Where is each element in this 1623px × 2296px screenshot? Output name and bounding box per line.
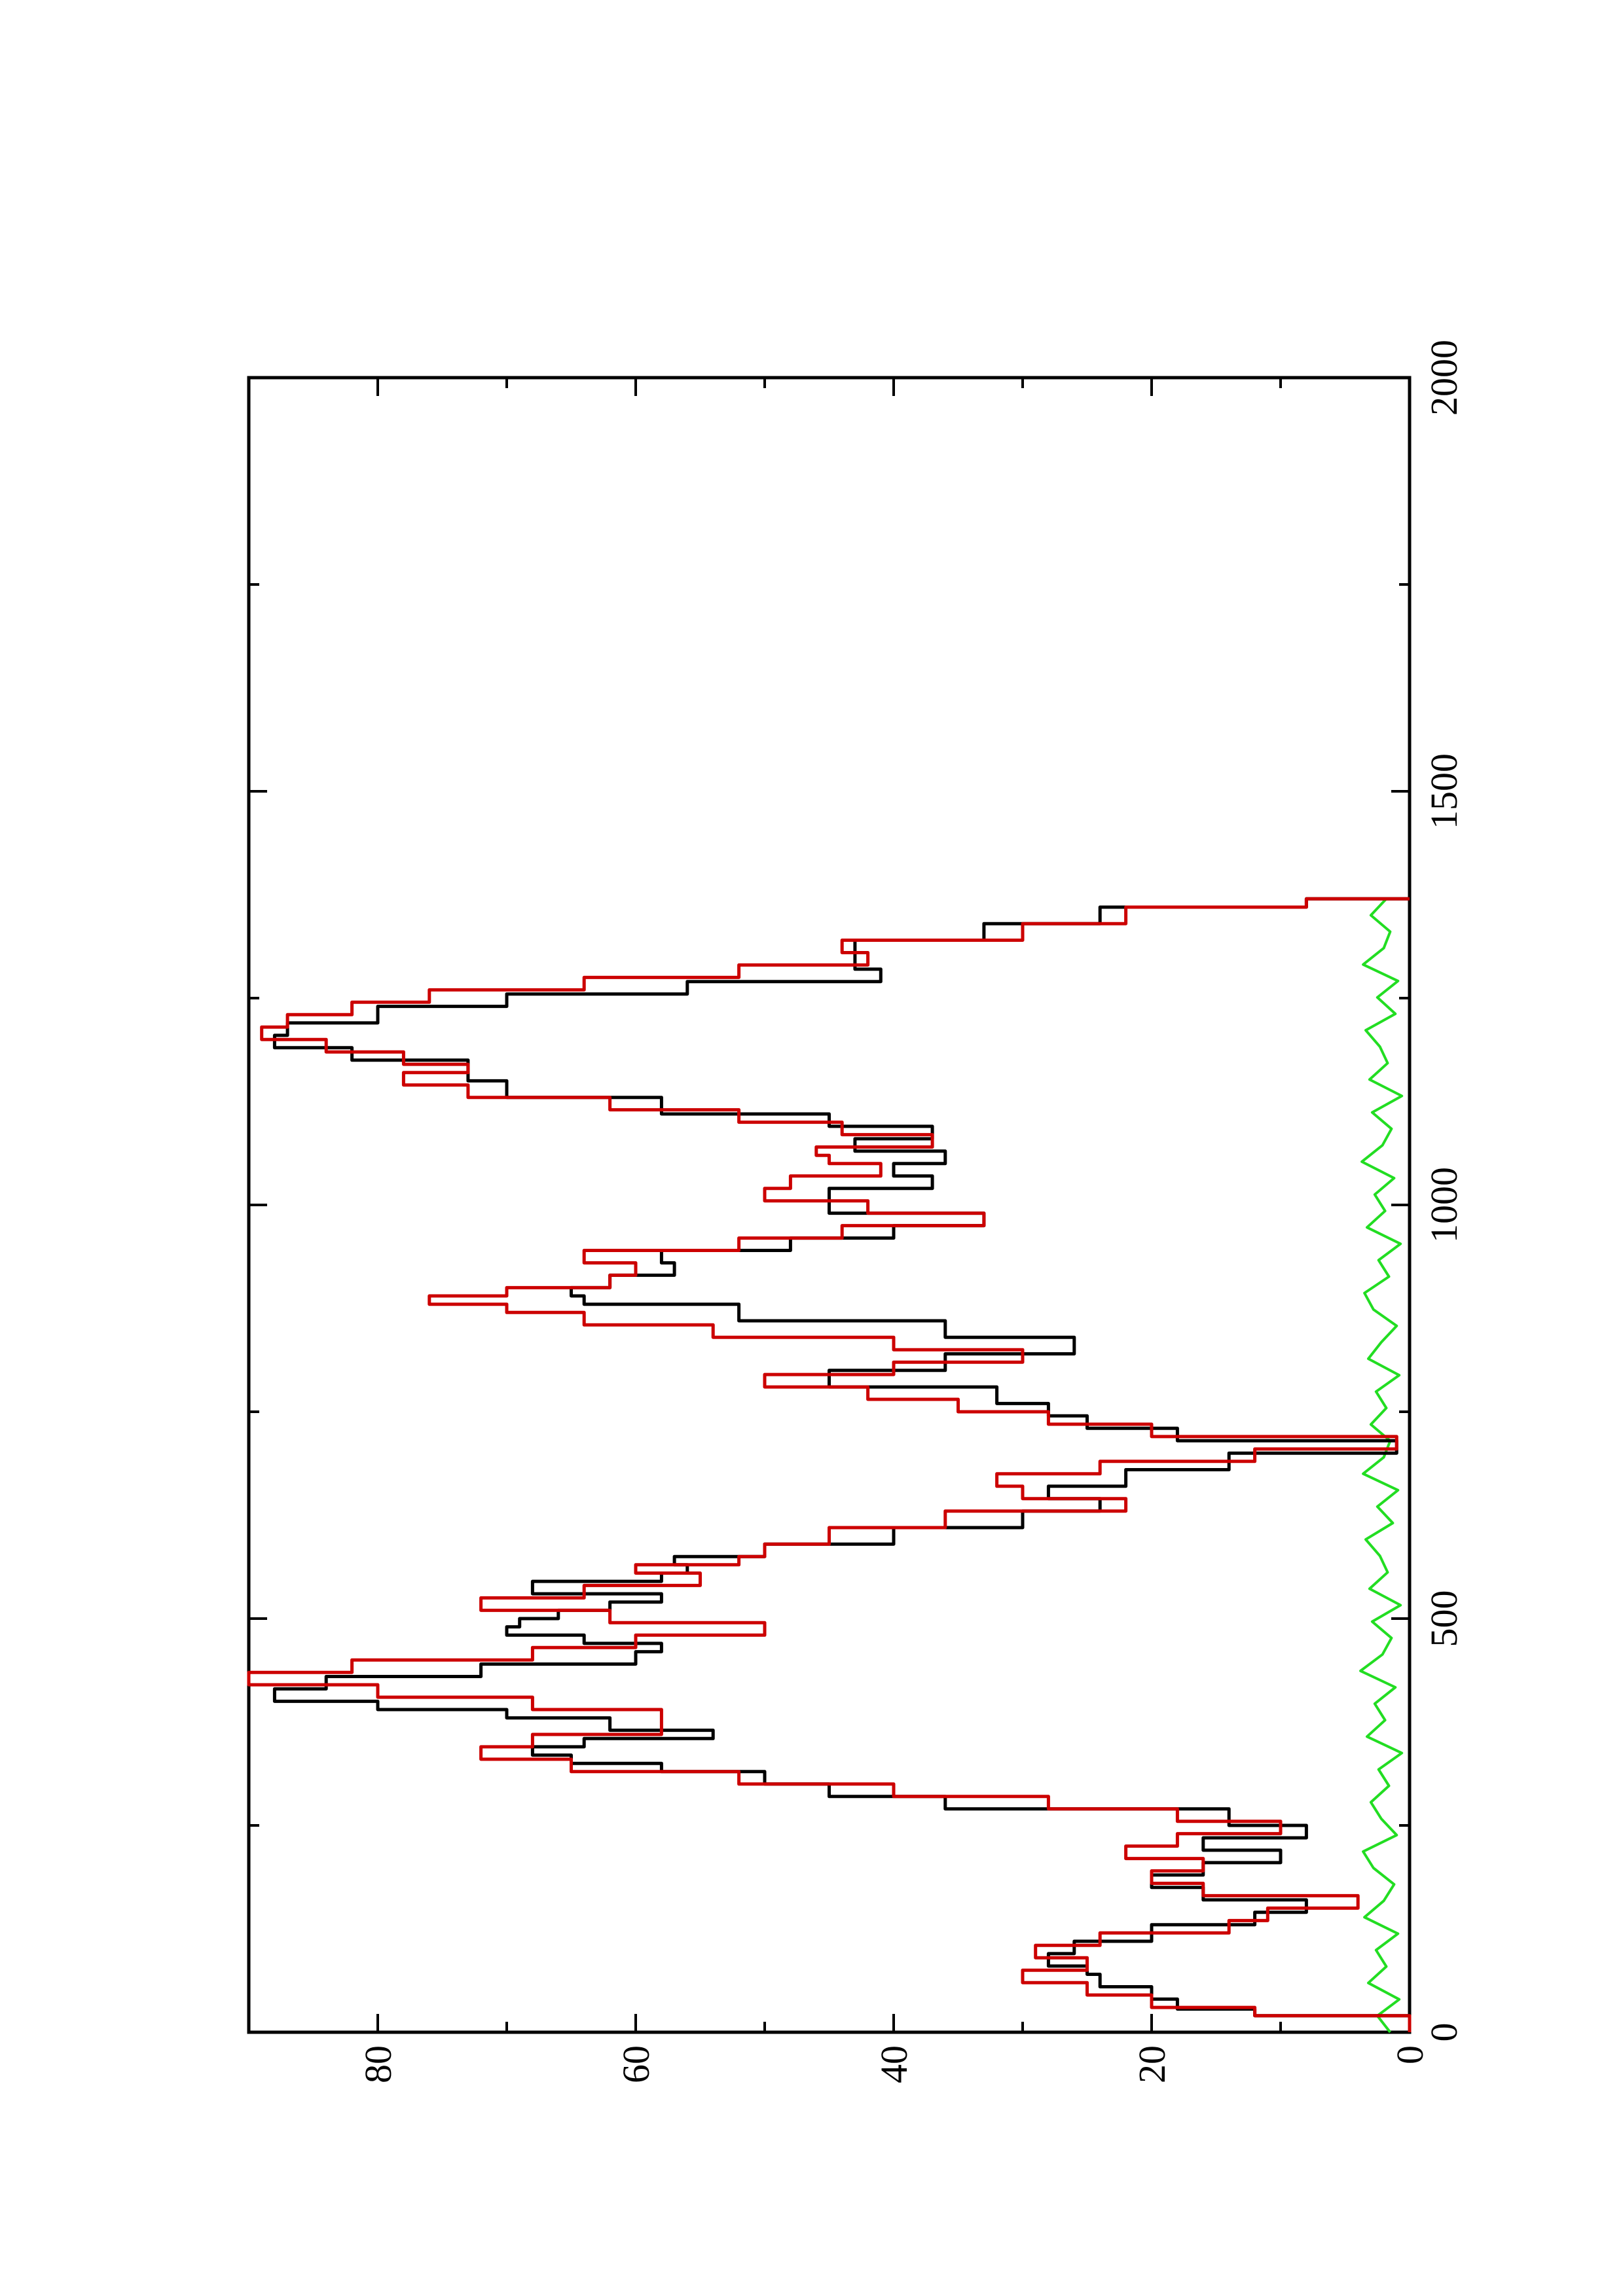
- y-tick-label: 60: [615, 2045, 657, 2083]
- y-tick-label: 80: [357, 2045, 399, 2083]
- axis-ticks: [247, 376, 1411, 2034]
- axis-tick-labels: 0 500 1000 1500 2000 0 20 40 60 80: [357, 340, 1465, 2083]
- y-tick-label: 40: [873, 2045, 915, 2083]
- y-tick-label: 0: [1389, 2045, 1431, 2064]
- series-black-line: [272, 897, 1412, 2032]
- x-tick-label: 1000: [1423, 1167, 1465, 1243]
- x-tick-label: 500: [1423, 1590, 1465, 1647]
- x-tick-label: 1500: [1423, 753, 1465, 829]
- series-layer: [247, 897, 1412, 2034]
- y-tick-label: 20: [1131, 2045, 1173, 2083]
- x-tick-label: 2000: [1423, 340, 1465, 416]
- series-red-line: [247, 897, 1412, 2032]
- x-tick-label: 0: [1423, 2023, 1465, 2042]
- series-green-line: [1359, 897, 1404, 2034]
